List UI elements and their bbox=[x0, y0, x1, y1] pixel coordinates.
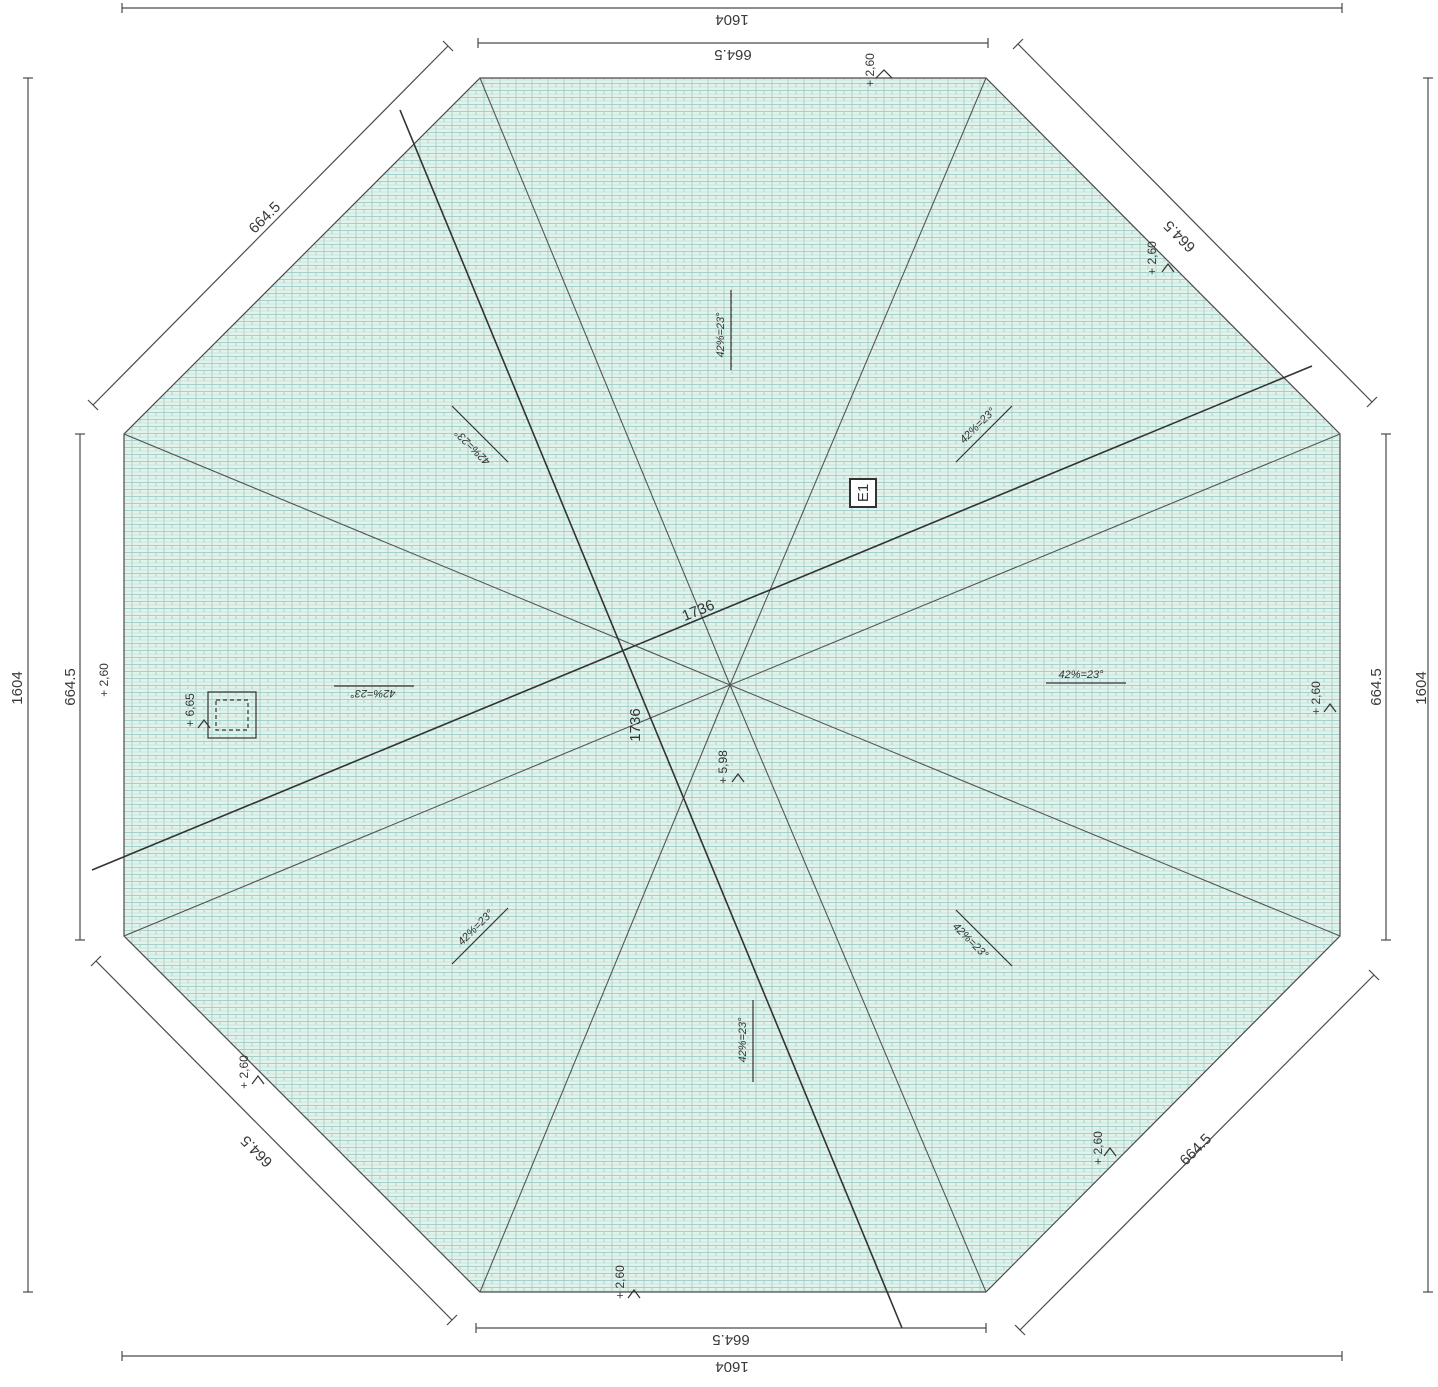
section-length-label-2: 1736 bbox=[627, 708, 644, 741]
svg-text:+ 5,98: + 5,98 bbox=[716, 750, 730, 784]
dim-text-top-outer: 1604 bbox=[715, 11, 748, 28]
slope-arrow-west: 42%=23° bbox=[334, 685, 414, 699]
dim-text-edge-bottom-right: 664.5 bbox=[1177, 1131, 1216, 1170]
svg-text:E1: E1 bbox=[855, 484, 872, 502]
dimension-edge-right: 664.5 bbox=[1368, 433, 1391, 941]
dim-text-bottom-outer: 1604 bbox=[715, 1358, 748, 1375]
dimension-edge-top: 664.5 bbox=[477, 38, 989, 63]
svg-text:+ 2,60: + 2,60 bbox=[613, 1265, 627, 1299]
dim-text-edge-left: 664.5 bbox=[62, 668, 79, 706]
dimension-left-1604: 1604 bbox=[9, 77, 33, 1293]
dimension-edge-top-left: 664.5 bbox=[87, 40, 454, 411]
dim-text-edge-top-right: 664.5 bbox=[1161, 217, 1200, 256]
level-marker-bottom-left: + 2,60 bbox=[237, 1055, 265, 1089]
dimension-edge-bottom: 664.5 bbox=[475, 1323, 987, 1348]
chimney-level: + 6,65 bbox=[183, 693, 197, 727]
level-marker-left: + 2,60 bbox=[97, 663, 111, 697]
level-marker-bottom: + 2,60 bbox=[613, 1265, 641, 1299]
dim-text-right-outer: 1604 bbox=[1413, 671, 1430, 704]
dimension-top-1604: 1604 bbox=[121, 3, 1343, 28]
level-marker-top: + 2,60 bbox=[863, 53, 893, 87]
dim-text-edge-top: 664.5 bbox=[714, 46, 752, 63]
dim-text-left-outer: 1604 bbox=[9, 671, 26, 704]
slope-arrow-north: 42%=23° bbox=[715, 290, 732, 370]
chimney-symbol: + 6,65 bbox=[183, 691, 257, 739]
svg-text:42%=23°: 42%=23° bbox=[737, 1017, 749, 1063]
svg-text:+ 2,60: + 2,60 bbox=[1091, 1131, 1105, 1165]
hip-lines bbox=[123, 77, 1341, 1293]
slope-arrow-east: 42%=23° bbox=[1046, 669, 1126, 684]
svg-text:42%=23°: 42%=23° bbox=[1058, 669, 1104, 681]
svg-text:42%=23°: 42%=23° bbox=[350, 687, 396, 699]
section-lines bbox=[91, 109, 1313, 1329]
level-marker-ridge: + 5,98 bbox=[716, 750, 745, 784]
level-marker-top-right: + 2,60 bbox=[1145, 241, 1175, 275]
dimension-edge-left: 664.5 bbox=[62, 433, 85, 941]
dimension-right-1604: 1604 bbox=[1413, 77, 1433, 1293]
svg-text:+ 2,60: + 2,60 bbox=[237, 1055, 251, 1089]
element-tag-e1: E1 bbox=[849, 478, 877, 508]
level-marker-bottom-right: + 2,60 bbox=[1091, 1131, 1117, 1165]
svg-text:+ 2,60: + 2,60 bbox=[1145, 241, 1159, 275]
level-marker-right: + 2,60 bbox=[1309, 681, 1337, 715]
svg-text:+ 2,60: + 2,60 bbox=[1309, 681, 1323, 715]
slope-arrow-south: 42%=23° bbox=[737, 1000, 754, 1082]
svg-text:42%=23°: 42%=23° bbox=[715, 312, 727, 358]
dim-text-edge-bottom-left: 664.5 bbox=[238, 1132, 277, 1171]
dim-text-edge-bottom: 664.5 bbox=[712, 1331, 750, 1348]
dimension-bottom-1604: 1604 bbox=[121, 1351, 1343, 1375]
dim-text-edge-right: 664.5 bbox=[1368, 668, 1385, 706]
svg-text:+ 2,60: + 2,60 bbox=[97, 663, 111, 697]
svg-text:+ 2,60: + 2,60 bbox=[863, 53, 877, 87]
